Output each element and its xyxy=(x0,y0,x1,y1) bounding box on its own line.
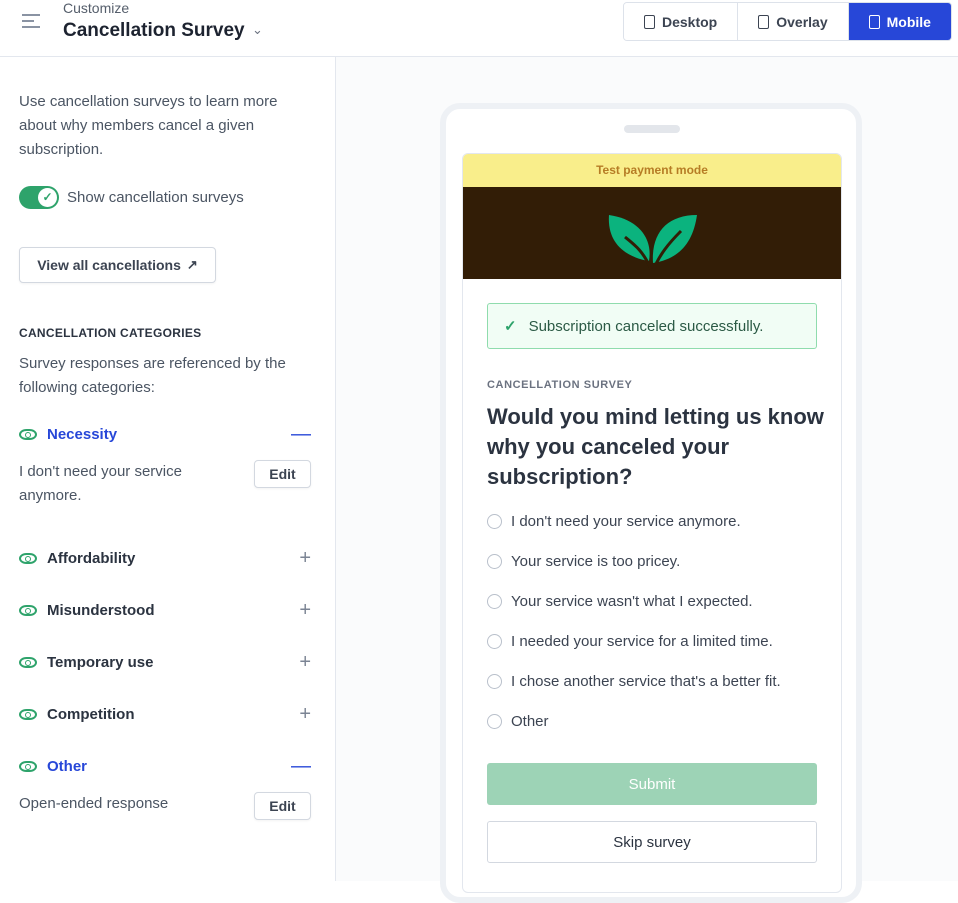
check-icon: ✓ xyxy=(504,318,517,335)
plus-icon[interactable]: + xyxy=(299,650,311,673)
skip-survey-button[interactable]: Skip survey xyxy=(487,821,817,863)
category-competition[interactable]: Competition + xyxy=(19,702,311,726)
option-label: Your service wasn't what I expected. xyxy=(511,593,753,610)
survey-option[interactable]: I needed your service for a limited time… xyxy=(487,633,773,650)
category-detail: Open-ended response xyxy=(19,795,169,812)
categories-description: Survey responses are referenced by the f… xyxy=(19,355,286,396)
view-label: Desktop xyxy=(662,13,718,30)
page-title[interactable]: Cancellation Survey xyxy=(63,20,245,41)
survey-option[interactable]: Other xyxy=(487,713,549,730)
eye-icon[interactable] xyxy=(19,552,37,564)
category-name: Competition xyxy=(47,705,135,723)
plus-icon[interactable]: + xyxy=(299,702,311,725)
category-temporary-use[interactable]: Temporary use + xyxy=(19,650,311,674)
header-subtitle: Customize xyxy=(63,0,130,16)
survey-label: CANCELLATION SURVEY xyxy=(487,379,633,391)
category-detail: I don't need your service anymore. xyxy=(19,463,182,504)
view-desktop-button[interactable]: Desktop xyxy=(624,3,739,40)
plus-icon[interactable]: + xyxy=(299,546,311,569)
category-other[interactable]: Other — xyxy=(19,754,311,778)
chevron-down-icon[interactable]: ⌄ xyxy=(252,22,263,37)
edit-button[interactable]: Edit xyxy=(254,792,311,820)
option-label: I chose another service that's a better … xyxy=(511,673,781,690)
header: Customize Cancellation Survey ⌄ Desktop … xyxy=(0,0,958,57)
success-text: Subscription canceled successfully. xyxy=(528,317,764,335)
button-label: View all cancellations xyxy=(37,257,181,273)
radio-button[interactable] xyxy=(487,634,502,649)
view-all-cancellations-button[interactable]: View all cancellations ↗ xyxy=(19,247,216,283)
minus-icon[interactable]: — xyxy=(291,754,311,777)
eye-icon[interactable] xyxy=(19,708,37,720)
view-mobile-button[interactable]: Mobile xyxy=(848,3,951,40)
radio-button[interactable] xyxy=(487,554,502,569)
option-label: Other xyxy=(511,713,549,730)
survey-option[interactable]: I don't need your service anymore. xyxy=(487,513,741,530)
phone-notch xyxy=(624,125,680,133)
category-name: Other xyxy=(47,757,88,775)
mobile-icon xyxy=(868,14,880,29)
survey-option[interactable]: I chose another service that's a better … xyxy=(487,673,781,690)
test-mode-banner: Test payment mode xyxy=(463,154,841,187)
category-misunderstood[interactable]: Misunderstood + xyxy=(19,598,311,622)
option-label: Your service is too pricey. xyxy=(511,553,681,570)
category-name: Affordability xyxy=(47,549,136,567)
radio-button[interactable] xyxy=(487,674,502,689)
survey-option[interactable]: Your service wasn't what I expected. xyxy=(487,593,753,610)
overlay-icon xyxy=(758,14,770,29)
category-affordability[interactable]: Affordability + xyxy=(19,546,311,570)
category-name: Misunderstood xyxy=(47,601,155,619)
view-label: Mobile xyxy=(886,13,931,30)
categories-heading: CANCELLATION CATEGORIES xyxy=(19,326,202,340)
category-necessity[interactable]: Necessity — xyxy=(19,422,311,446)
category-name: Necessity xyxy=(47,425,118,443)
eye-icon[interactable] xyxy=(19,760,37,772)
eye-icon[interactable] xyxy=(19,656,37,668)
option-label: I needed your service for a limited time… xyxy=(511,633,773,650)
leaf-logo-icon xyxy=(608,215,697,272)
radio-button[interactable] xyxy=(487,514,502,529)
submit-button[interactable]: Submit xyxy=(487,763,817,805)
minus-icon[interactable]: — xyxy=(291,422,311,445)
desktop-icon xyxy=(644,14,655,29)
view-label: Overlay xyxy=(776,13,828,30)
success-alert: ✓ Subscription canceled successfully. xyxy=(487,303,817,349)
menu-icon[interactable] xyxy=(22,14,40,30)
plus-icon[interactable]: + xyxy=(299,598,311,621)
toggle-label: Show cancellation surveys xyxy=(67,189,244,206)
brand-header xyxy=(463,187,841,279)
radio-button[interactable] xyxy=(487,594,502,609)
edit-button[interactable]: Edit xyxy=(254,460,311,488)
option-label: I don't need your service anymore. xyxy=(511,513,741,530)
survey-question: Would you mind letting us know why you c… xyxy=(487,404,824,489)
view-switcher: Desktop Overlay Mobile xyxy=(623,2,952,41)
radio-button[interactable] xyxy=(487,714,502,729)
eye-icon[interactable] xyxy=(19,428,37,440)
intro-text: Use cancellation surveys to learn more a… xyxy=(19,93,278,158)
category-name: Temporary use xyxy=(47,653,154,671)
external-link-icon: ↗ xyxy=(186,257,198,272)
eye-icon[interactable] xyxy=(19,604,37,616)
view-overlay-button[interactable]: Overlay xyxy=(738,3,849,40)
show-surveys-toggle[interactable] xyxy=(19,186,59,209)
survey-option[interactable]: Your service is too pricey. xyxy=(487,553,680,570)
